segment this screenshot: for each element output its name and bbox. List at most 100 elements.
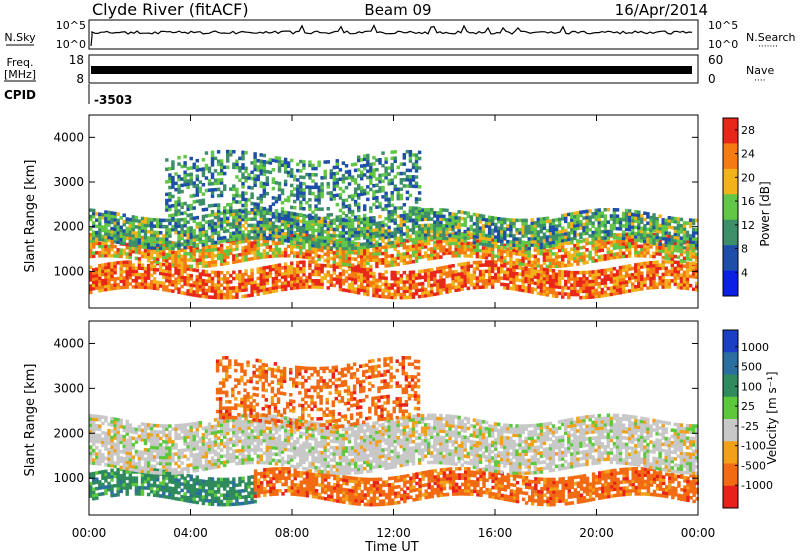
heatmap-cell: [405, 174, 410, 179]
heatmap-cell: [174, 250, 178, 255]
heatmap-cell: [363, 236, 367, 240]
heatmap-cell: [162, 258, 166, 263]
heatmap-cell: [521, 218, 525, 223]
heatmap-cell: [204, 279, 209, 283]
heatmap-cell: [390, 257, 394, 261]
heatmap-cell: [293, 240, 297, 244]
heatmap-cell: [475, 245, 480, 249]
heatmap-cell: [204, 163, 209, 168]
heatmap-cell: [472, 212, 477, 217]
heatmap-cell: [472, 251, 477, 255]
heatmap-cell: [119, 225, 123, 230]
heatmap-cell: [460, 278, 464, 282]
heatmap-cell: [417, 224, 422, 228]
heatmap-cell: [688, 243, 693, 247]
heatmap-cell: [548, 252, 553, 256]
heatmap-cell: [171, 185, 175, 189]
heatmap-cell: [509, 218, 513, 222]
heatmap-cell: [451, 221, 455, 226]
heatmap-cell: [305, 172, 309, 177]
heatmap-cell: [189, 203, 193, 208]
heatmap-cell: [195, 278, 200, 282]
heatmap-cell: [171, 216, 175, 221]
heatmap-cell: [414, 209, 419, 214]
heatmap-cell: [655, 220, 659, 224]
heatmap-cell: [168, 214, 172, 218]
heatmap-cell: [695, 272, 699, 276]
heatmap-cell: [548, 231, 553, 236]
heatmap-cell: [667, 279, 672, 283]
heatmap-cell: [408, 168, 413, 173]
heatmap-cell: [439, 211, 443, 215]
heatmap-cell: [545, 264, 550, 269]
heatmap-cell: [296, 251, 300, 255]
heatmap-cell: [283, 220, 288, 224]
heatmap-cell: [564, 273, 568, 278]
heatmap-cell: [643, 264, 647, 269]
heatmap-cell: [530, 263, 534, 268]
heatmap-cell: [460, 244, 464, 249]
heatmap-cell: [570, 263, 574, 267]
heatmap-cell: [369, 206, 373, 210]
heatmap-cell: [527, 280, 531, 284]
heatmap-cell: [122, 260, 126, 265]
heatmap-cell: [369, 225, 373, 230]
heatmap-cell: [320, 282, 324, 286]
heatmap-cell: [89, 290, 93, 295]
heatmap-cell: [366, 255, 370, 259]
heatmap-cell: [171, 213, 175, 217]
heatmap-cell: [229, 187, 233, 191]
heatmap-cell: [439, 266, 443, 270]
heatmap-cell: [685, 241, 690, 246]
heatmap-cell: [250, 280, 254, 285]
heatmap-cell: [265, 211, 270, 216]
heatmap-cell: [682, 239, 687, 244]
heatmap-cell: [259, 252, 263, 257]
heatmap-cell: [347, 267, 352, 271]
heatmap-cell: [445, 230, 449, 235]
heatmap-cell: [646, 234, 650, 238]
heatmap-cell: [326, 264, 330, 268]
heatmap-cell: [655, 238, 659, 243]
heatmap-cell: [146, 252, 151, 257]
heatmap-cell: [244, 284, 248, 289]
heatmap-cell: [506, 243, 510, 247]
heatmap-cell: [530, 237, 534, 241]
heatmap-cell: [183, 269, 187, 274]
heatmap-cell: [661, 233, 665, 238]
heatmap-cell: [463, 274, 467, 279]
heatmap-cell: [317, 198, 321, 202]
heatmap-cell: [360, 220, 364, 225]
nsky-tick-bottom: 10^0: [56, 38, 86, 51]
heatmap-cell: [652, 238, 656, 242]
heatmap-cell: [104, 229, 108, 233]
heatmap-cell: [335, 224, 340, 229]
heatmap-cell: [661, 255, 665, 260]
heatmap-cell: [128, 242, 133, 247]
heatmap-cell: [612, 292, 617, 296]
heatmap-cell: [557, 223, 562, 228]
heatmap-cell: [487, 279, 492, 283]
heatmap-cell: [615, 285, 620, 289]
heatmap-cell: [624, 227, 629, 232]
heatmap-cell: [366, 277, 370, 281]
heatmap-cell: [372, 168, 376, 172]
heatmap-cell: [466, 230, 471, 234]
heatmap-cell: [250, 192, 254, 196]
heatmap-cell: [649, 231, 653, 235]
heatmap-cell: [168, 179, 172, 184]
heatmap-cell: [259, 193, 263, 198]
heatmap-cell: [92, 277, 96, 282]
heatmap-cell: [695, 240, 699, 245]
heatmap-cell: [414, 240, 419, 245]
heatmap-cell: [311, 247, 315, 251]
heatmap-cell: [393, 283, 397, 287]
heatmap-cell: [521, 285, 525, 290]
heatmap-cell: [216, 224, 221, 229]
heatmap-cell: [420, 288, 425, 292]
heatmap-cell: [387, 241, 391, 245]
heatmap-cell: [414, 250, 419, 254]
heatmap-cell: [146, 273, 151, 277]
heatmap-cell: [198, 221, 203, 226]
heatmap-cell: [454, 219, 458, 223]
